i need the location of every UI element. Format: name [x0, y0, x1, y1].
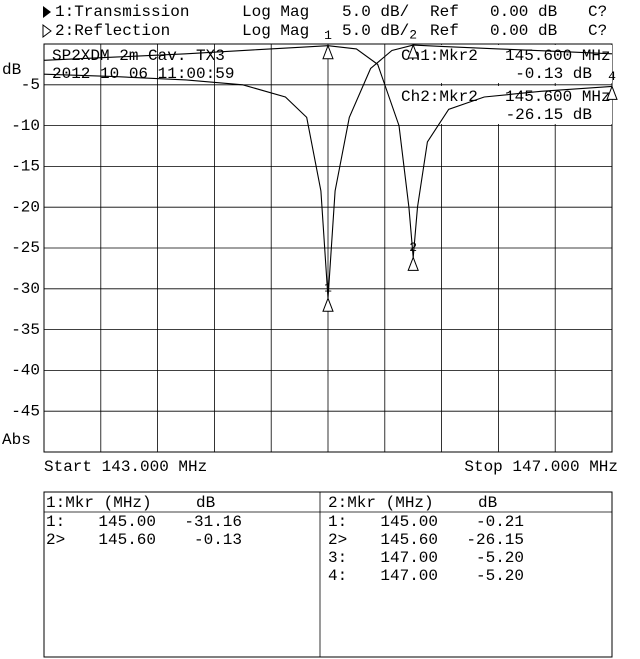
header-ref-label: Ref [430, 3, 459, 21]
table-header: dB [196, 494, 215, 512]
table-cell: 4: [328, 567, 347, 585]
table-cell: -26.15 [466, 531, 524, 549]
trace [43, 45, 613, 258]
table-cell: 145.00 [380, 513, 438, 531]
marker [606, 85, 618, 100]
header-name: 2:Reflection [55, 22, 170, 40]
y-axis-label: dB [2, 61, 21, 79]
header-ref: 0.00 dB [490, 22, 557, 40]
y-tick-label: -10 [11, 117, 40, 135]
y-tick-label: -25 [11, 239, 40, 257]
readout-label: Ch2:Mkr2 [401, 88, 478, 106]
table-cell: 2> [46, 531, 65, 549]
header-scale: 5.0 dB/ [342, 3, 409, 21]
readout-box [398, 45, 612, 83]
marker-label: 1 [324, 28, 332, 43]
marker [407, 255, 419, 271]
header-name: 1:Transmission [55, 3, 189, 21]
table-header: dB [478, 494, 497, 512]
table-cell: 1: [328, 513, 347, 531]
header-format: Log Mag [242, 3, 309, 21]
table-cell: 145.00 [98, 513, 156, 531]
marker-label: 2 [409, 27, 417, 42]
y-tick-label: -5 [21, 76, 40, 94]
readout-value: -0.13 dB [515, 65, 592, 83]
table-cell: 2> [328, 531, 347, 549]
header-cal: C? [588, 3, 607, 21]
y-tick-label: -15 [11, 158, 40, 176]
table-header: 2:Mkr (MHz) [328, 494, 434, 512]
marker-label: 1 [324, 281, 332, 296]
y-tick-label: -45 [11, 402, 40, 420]
active-channel-arrow [43, 6, 51, 18]
channel-arrow [42, 24, 52, 38]
marker [407, 43, 419, 59]
table-cell: 145.60 [98, 531, 156, 549]
table-cell: 3: [328, 549, 347, 567]
table-cell: 147.00 [380, 549, 438, 567]
readout-label: Ch1:Mkr2 [401, 47, 478, 65]
table-cell: -5.20 [476, 549, 524, 567]
table-cell: -5.20 [476, 567, 524, 585]
chart-subtitle: 2012 10 06 11:00:59 [52, 65, 234, 83]
y-tick-label: -40 [11, 362, 40, 380]
marker-label: 4 [608, 69, 616, 84]
header-ref-label: Ref [430, 22, 459, 40]
stop-label: Stop 147.000 MHz [464, 458, 618, 476]
table-cell: -0.21 [476, 513, 524, 531]
trace [43, 44, 613, 299]
start-label: Start 143.000 MHz [44, 458, 207, 476]
header-format: Log Mag [242, 22, 309, 40]
header-cal: C? [588, 22, 607, 40]
readout-box [398, 86, 612, 124]
y-tick-label: -20 [11, 198, 40, 216]
readout-freq: 145.600 MHz [505, 47, 611, 65]
marker-label: 2 [409, 240, 417, 255]
table-frame [43, 491, 613, 658]
table-cell: 1: [46, 513, 65, 531]
table-header: 1:Mkr (MHz) [46, 494, 152, 512]
readout-freq: 145.600 MHz [505, 88, 611, 106]
table-cell: -0.13 [194, 531, 242, 549]
readout-value: -26.15 dB [506, 106, 592, 124]
table-cell: -31.16 [184, 513, 242, 531]
header-ref: 0.00 dB [490, 3, 557, 21]
table-cell: 145.60 [380, 531, 438, 549]
y-axis-bottom-label: Abs [2, 431, 31, 449]
table-cell: 147.00 [380, 567, 438, 585]
marker [322, 296, 334, 312]
header-scale: 5.0 dB/ [342, 22, 409, 40]
marker [322, 44, 334, 60]
y-tick-label: -35 [11, 321, 40, 339]
y-tick-label: -30 [11, 280, 40, 298]
